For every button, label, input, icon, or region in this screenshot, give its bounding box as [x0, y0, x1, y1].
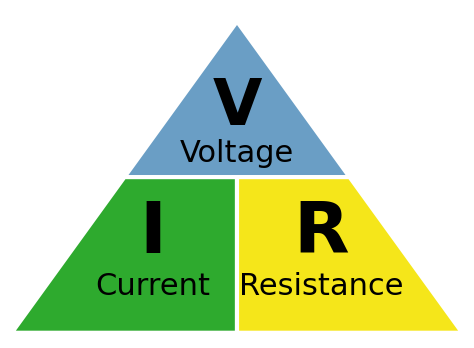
Text: Current: Current — [95, 271, 210, 301]
Polygon shape — [12, 177, 237, 333]
Text: R: R — [293, 199, 349, 268]
Polygon shape — [124, 22, 350, 177]
Text: Voltage: Voltage — [180, 139, 294, 168]
Text: V: V — [212, 76, 262, 137]
Polygon shape — [237, 177, 462, 333]
Text: I: I — [139, 199, 166, 268]
Text: Resistance: Resistance — [239, 271, 404, 301]
